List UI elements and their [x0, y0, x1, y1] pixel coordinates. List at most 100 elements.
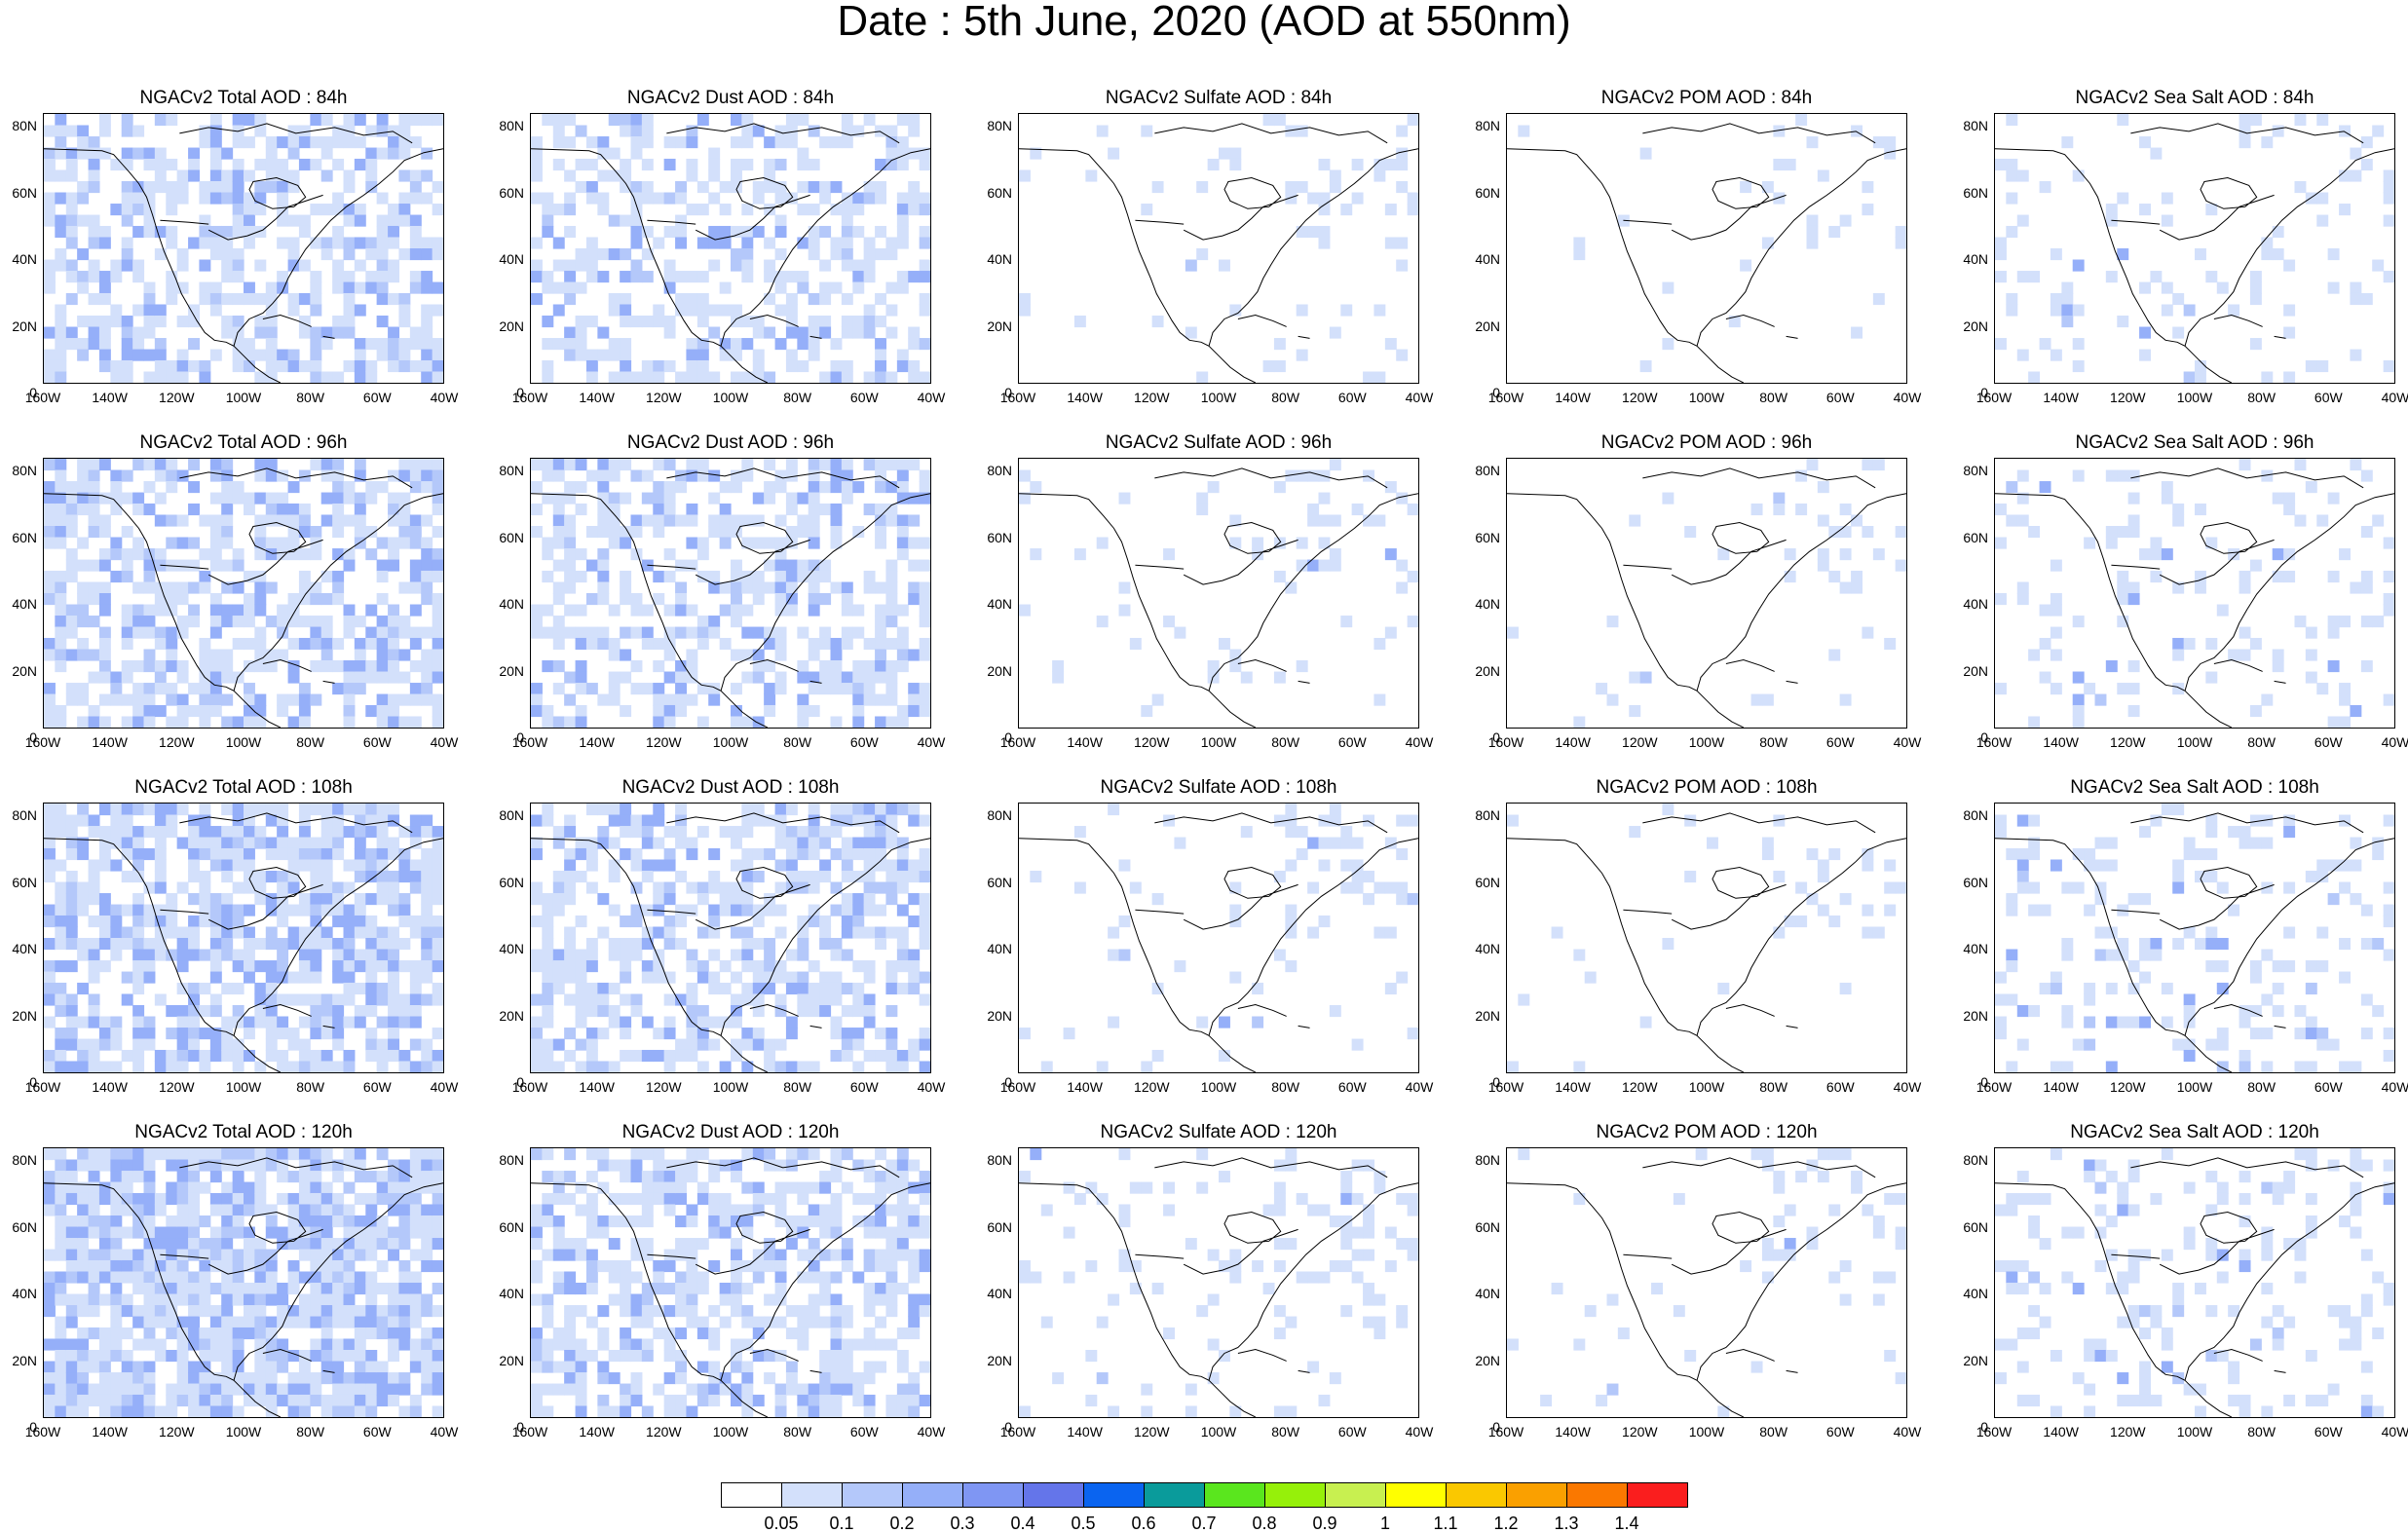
aod-cell [266, 181, 278, 193]
aod-cell [1064, 1028, 1075, 1039]
aod-cell [89, 1193, 100, 1205]
aod-cell [531, 504, 543, 515]
aod-cell [720, 1317, 732, 1328]
aod-cell [731, 605, 742, 617]
aod-cell [2384, 360, 2394, 372]
aod-cell [609, 338, 621, 350]
aod-cell [809, 638, 820, 650]
aod-cell [89, 1294, 100, 1306]
y-tick-label: 40N [0, 597, 37, 611]
aod-cell [221, 950, 233, 961]
aod-cell [708, 1338, 720, 1350]
aod-cell [642, 1050, 654, 1062]
aod-cell [233, 136, 245, 148]
aod-cell [586, 193, 598, 205]
aod-cell [686, 1050, 697, 1062]
aod-cell [1573, 950, 1585, 961]
aod-cell [410, 1305, 422, 1317]
aod-cell [775, 926, 787, 938]
aod-cell [421, 1362, 433, 1373]
aod-cell [1396, 560, 1408, 572]
aod-cell [398, 616, 410, 627]
aod-cell [89, 859, 100, 871]
aod-cell [753, 649, 765, 660]
aod-cell [885, 327, 897, 339]
aod-cell [2316, 360, 2328, 372]
aod-cell [531, 1405, 543, 1417]
aod-cell [1684, 871, 1696, 882]
aod-cell [1408, 114, 1418, 126]
aod-cell [2017, 271, 2029, 282]
aod-cell [355, 1405, 366, 1417]
aod-cell [321, 1317, 333, 1328]
aod-cell [66, 1405, 78, 1417]
aod-cell [388, 1384, 399, 1396]
aod-cell [675, 627, 687, 639]
aod-cell [542, 716, 553, 728]
aod-cell [132, 859, 144, 871]
aod-cell [642, 1204, 654, 1215]
aod-cell [66, 926, 78, 938]
aod-cell [731, 260, 742, 272]
aod-cell [664, 459, 676, 470]
aod-cell [44, 804, 56, 815]
aod-cell [188, 848, 200, 860]
y-tick-label: 80N [0, 119, 37, 132]
aod-cell [266, 159, 278, 170]
aod-cell [741, 1395, 753, 1406]
aod-cell [299, 526, 311, 538]
aod-cell [398, 1204, 410, 1215]
aod-cell [631, 1317, 643, 1328]
aod-cell [531, 627, 543, 639]
aod-cell [199, 838, 210, 849]
aod-cell [576, 1005, 587, 1017]
aod-cell [631, 916, 643, 927]
aod-cell [553, 1384, 565, 1396]
x-tick-label: 120W [634, 735, 693, 749]
aod-cell [254, 126, 266, 137]
aod-cell [1274, 1405, 1286, 1417]
panel-title: NGACv2 Total AOD : 108h [43, 777, 444, 799]
aod-cell [99, 1260, 111, 1272]
aod-cell [144, 1215, 156, 1227]
aod-cell [908, 893, 920, 905]
aod-cell [254, 327, 266, 339]
aod-cell [210, 304, 222, 316]
aod-cell [410, 1250, 422, 1261]
aod-cell [920, 893, 930, 905]
aod-cell [188, 605, 200, 617]
aod-cell [686, 360, 697, 372]
aod-cell [1896, 1193, 1906, 1205]
aod-cell [553, 159, 565, 170]
aod-cell [1019, 304, 1031, 316]
aod-cell [433, 1227, 443, 1239]
aod-cell [897, 514, 909, 526]
aod-cell [398, 514, 410, 526]
aod-cell [277, 350, 288, 361]
aod-cell [1373, 694, 1385, 706]
aod-cell [388, 1250, 399, 1261]
aod-cell [221, 716, 233, 728]
aod-cell [542, 1204, 553, 1215]
y-tick-label: 80N [975, 1153, 1012, 1167]
aod-cell [254, 1395, 266, 1406]
map-area [530, 113, 931, 384]
aod-cell [99, 1028, 111, 1039]
x-tick-label: 160W [1477, 1080, 1535, 1094]
aod-cell [864, 304, 876, 316]
aod-cell [753, 672, 765, 684]
aod-cell [244, 838, 255, 849]
aod-cell [122, 1260, 133, 1272]
panel-title: NGACv2 Dust AOD : 120h [530, 1122, 931, 1143]
aod-cell [1196, 1305, 1208, 1317]
aod-cell [1352, 1250, 1364, 1261]
aod-cell [365, 993, 377, 1005]
aod-cell [1019, 1260, 1031, 1272]
aod-cell [266, 926, 278, 938]
aod-cell [244, 593, 255, 605]
aod-cell [99, 905, 111, 916]
aod-cell [77, 1362, 89, 1373]
aod-cell [77, 1271, 89, 1283]
aod-cell [764, 204, 775, 215]
aod-cell [542, 660, 553, 672]
